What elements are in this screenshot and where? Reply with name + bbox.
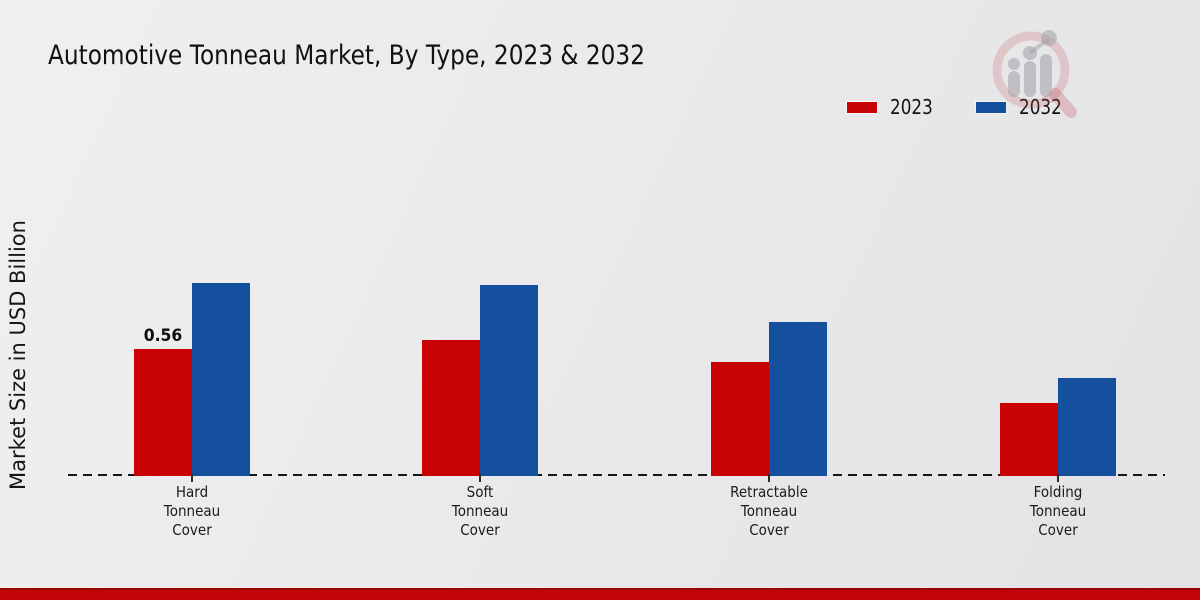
bar-2023-soft-tonneau-cover <box>422 340 480 476</box>
x-axis-label-soft-tonneau-cover: Soft Tonneau Cover <box>451 483 509 539</box>
bar-2032-soft-tonneau-cover <box>480 285 538 476</box>
x-axis-label-retractable-tonneau-cover: Retractable Tonneau Cover <box>730 483 808 539</box>
x-axis-label-folding-tonneau-cover: Folding Tonneau Cover <box>1029 483 1087 539</box>
x-axis-baseline <box>68 474 1165 476</box>
x-axis-tick-retractable-tonneau-cover <box>768 474 770 482</box>
legend-item-2032: 2032 <box>974 95 1070 119</box>
legend-swatch-2032-icon <box>974 100 1007 114</box>
x-axis-tick-soft-tonneau-cover <box>479 474 481 482</box>
legend-swatch-2023-icon <box>846 100 878 114</box>
x-axis-label-hard-tonneau-cover: Hard Tonneau Cover <box>163 483 221 539</box>
bar-2032-retractable-tonneau-cover <box>769 322 827 476</box>
footer-accent-bar <box>0 588 1200 600</box>
legend-label-2032: 2032 <box>1018 95 1062 119</box>
legend-label-2023: 2023 <box>890 95 933 119</box>
bar-2032-folding-tonneau-cover <box>1058 378 1116 476</box>
magnifier-bar-chart-logo-icon <box>992 30 1077 118</box>
bar-2032-hard-tonneau-cover <box>192 283 250 476</box>
bar-data-label-hard-tonneau-cover: 0.56 <box>143 326 183 346</box>
x-axis-tick-folding-tonneau-cover <box>1057 474 1059 482</box>
y-axis-label: Market Size in USD Billion <box>6 220 30 490</box>
x-axis-tick-hard-tonneau-cover <box>191 474 193 482</box>
bar-2023-hard-tonneau-cover <box>134 349 192 476</box>
bar-2023-retractable-tonneau-cover <box>711 362 769 476</box>
chart-legend: 2023 2032 <box>846 95 1070 119</box>
legend-item-2023: 2023 <box>846 95 941 119</box>
chart-title: Automotive Tonneau Market, By Type, 2023… <box>48 40 645 71</box>
bar-2023-folding-tonneau-cover <box>1000 403 1058 476</box>
